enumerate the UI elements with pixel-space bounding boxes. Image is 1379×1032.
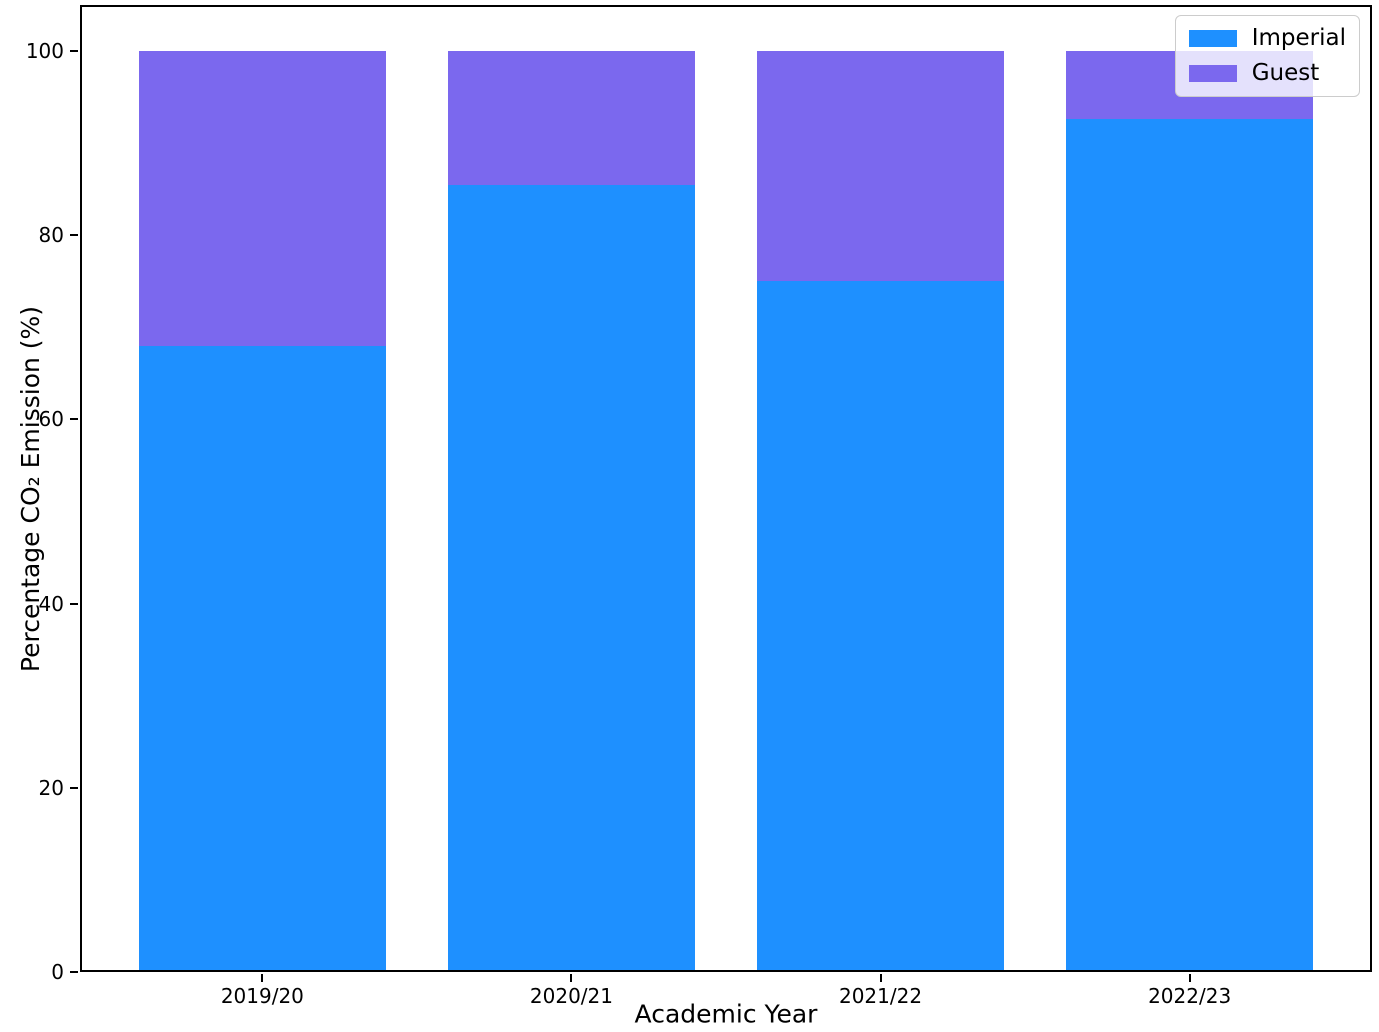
y-tick-label: 0 bbox=[51, 960, 64, 984]
legend-swatch-guest bbox=[1188, 65, 1237, 82]
bar-segment-2022-23-imperial bbox=[1066, 119, 1314, 972]
bar-segment-2019-20-imperial bbox=[138, 345, 386, 972]
x-tick-mark bbox=[261, 974, 264, 982]
bar-segment-2021-22-imperial bbox=[756, 281, 1005, 972]
x-tick-mark bbox=[879, 974, 882, 982]
x-axis-label: Academic Year bbox=[634, 999, 818, 1029]
legend-item-guest[interactable]: Guest bbox=[1188, 60, 1346, 87]
legend-label-guest: Guest bbox=[1251, 60, 1320, 86]
bar-segment-2020-21-guest bbox=[447, 51, 696, 185]
y-tick-mark bbox=[70, 971, 78, 973]
y-tick-label: 60 bbox=[38, 407, 64, 432]
y-tick-mark bbox=[70, 602, 78, 605]
y-tick-label: 20 bbox=[38, 775, 64, 800]
x-tick-mark bbox=[1188, 974, 1191, 982]
x-tick-label: 2022/23 bbox=[1148, 984, 1232, 1008]
y-tick-mark bbox=[70, 234, 78, 237]
y-tick-label: 80 bbox=[38, 223, 64, 248]
bar-segment-2019-20-guest bbox=[138, 51, 386, 346]
x-tick-mark bbox=[570, 974, 573, 982]
legend-swatch-imperial bbox=[1188, 30, 1237, 47]
y-tick-mark bbox=[70, 418, 78, 421]
legend-label-imperial: Imperial bbox=[1251, 25, 1346, 51]
y-tick-mark bbox=[70, 786, 78, 789]
bar-segment-2020-21-imperial bbox=[447, 184, 696, 972]
y-tick-label: 40 bbox=[38, 591, 64, 616]
x-tick-label: 2021/22 bbox=[838, 984, 923, 1008]
x-tick-label: 2019/20 bbox=[220, 984, 304, 1008]
bar-segment-2021-22-guest bbox=[756, 51, 1005, 282]
plot-area: Imperial Guest 2019/20 2020/21 2021/22 2022… bbox=[26, 5, 1372, 1008]
legend: Imperial Guest bbox=[1174, 15, 1360, 97]
y-axis-label: Percentage CO₂ Emission (%) bbox=[16, 305, 45, 673]
legend-item-imperial[interactable]: Imperial bbox=[1188, 25, 1346, 52]
x-tick-label: 2020/21 bbox=[529, 984, 613, 1008]
y-tick-mark bbox=[70, 50, 78, 53]
y-tick-label: 100 bbox=[25, 39, 64, 64]
